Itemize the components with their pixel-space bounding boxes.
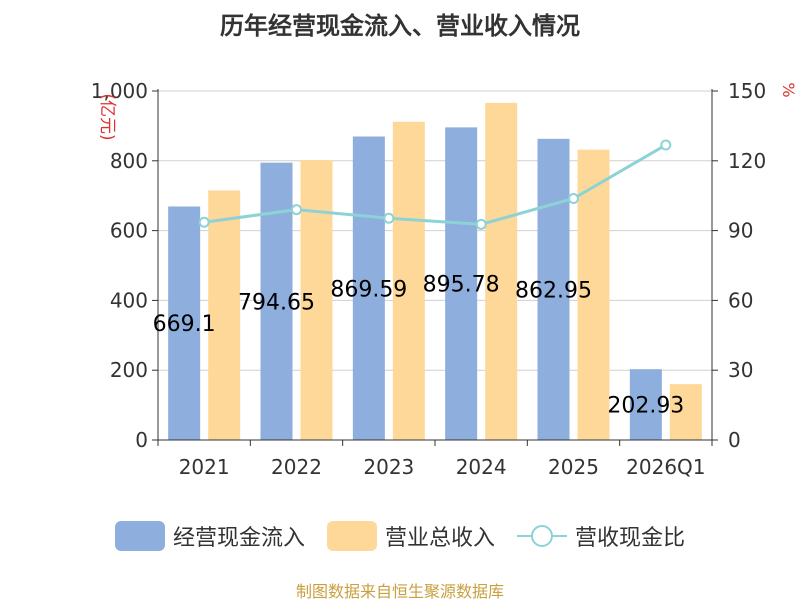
legend-swatch-ratio (517, 521, 567, 551)
y-left-tick-label: 0 (135, 428, 148, 452)
y-right-unit-label: % (779, 82, 798, 97)
bar-revenue (392, 121, 425, 440)
x-tick-label: 2023 (363, 455, 414, 479)
ratio-point (568, 192, 579, 204)
data-label-cash-inflow: 869.59 (330, 277, 407, 302)
data-label-layer: 669.1 794.65 869.59 895.78 862.95 202.93 (153, 273, 685, 419)
y-right-tick-label: 60 (728, 288, 753, 312)
bar-revenue (577, 149, 610, 440)
legend-swatch-cash-inflow (114, 521, 165, 551)
legend-label-revenue: 营业总收入 (384, 526, 495, 551)
y-right-tick-label: 0 (728, 428, 741, 452)
x-tick-label: 2024 (456, 455, 507, 479)
y-right-tick-label: 30 (728, 358, 753, 382)
bar-cash-inflow (168, 206, 201, 440)
source-note: 制图数据来自恒生聚源数据库 (295, 582, 504, 601)
ratio-point (660, 139, 672, 151)
y-left-tick-label: 200 (110, 358, 148, 382)
bar-cash-inflow (352, 136, 385, 440)
bar-cash-inflow (537, 138, 570, 440)
y-right-tick-label: 90 (728, 219, 753, 243)
data-label-cash-inflow: 895.78 (423, 273, 500, 298)
axes: 0 200 400 600 800 1,000 0 30 60 90 120 150 (亿元)% 2021… (91, 79, 798, 479)
y-right-tick-label: 150 (728, 79, 766, 103)
data-label-cash-inflow: 794.65 (238, 290, 315, 315)
bar-revenue (208, 190, 241, 440)
x-tick-label: 2022 (271, 455, 322, 479)
y-left-tick-label: 600 (110, 219, 148, 243)
legend: 经营现金流入 营业总收入 营收现金比 (0, 516, 800, 556)
legend-label-cash-inflow: 经营现金流入 (172, 526, 305, 551)
x-tick-label: 2021 (179, 455, 230, 479)
legend-item-cash-inflow[interactable]: 经营现金流入 (114, 520, 305, 552)
y-left-tick-label: 400 (110, 288, 148, 312)
ratio-line-layer (198, 139, 672, 230)
bar-revenue (485, 102, 518, 440)
legend-swatch-revenue (326, 521, 377, 551)
ratio-point (291, 204, 302, 216)
bar-cash-inflow (445, 127, 478, 441)
y-right-tick-label: 120 (728, 149, 766, 173)
y-left-tick-label: 800 (110, 149, 148, 173)
bar-cash-inflow (260, 162, 293, 440)
grid-lines (158, 90, 712, 371)
bar-revenue (669, 384, 702, 440)
ratio-point (383, 212, 395, 224)
data-label-cash-inflow: 669.1 (153, 312, 216, 337)
x-tick-label: 2025 (548, 455, 599, 479)
ratio-line (203, 143, 667, 226)
legend-item-revenue[interactable]: 营业总收入 (326, 520, 495, 552)
data-label-cash-inflow: 862.95 (515, 278, 592, 303)
bar-layer (168, 102, 702, 441)
bar-revenue (300, 160, 333, 441)
ratio-point (198, 216, 210, 228)
ratio-point (475, 218, 487, 230)
chart-plot: 0 200 400 600 800 1,000 0 30 60 90 120 150 (亿元)% 2021… (91, 79, 798, 479)
y-left-tick-label: 1,000 (91, 79, 148, 103)
bar-cash-inflow (629, 369, 662, 440)
legend-label-ratio: 营收现金比 (575, 526, 686, 551)
legend-item-ratio[interactable]: 营收现金比 (517, 520, 685, 552)
data-label-cash-inflow: 202.93 (607, 394, 684, 419)
chart-title: 历年经营现金流入、营业收入情况 (220, 12, 580, 40)
y-left-unit-label: (亿元) (97, 93, 117, 140)
x-tick-label: 2026Q1 (626, 455, 705, 479)
